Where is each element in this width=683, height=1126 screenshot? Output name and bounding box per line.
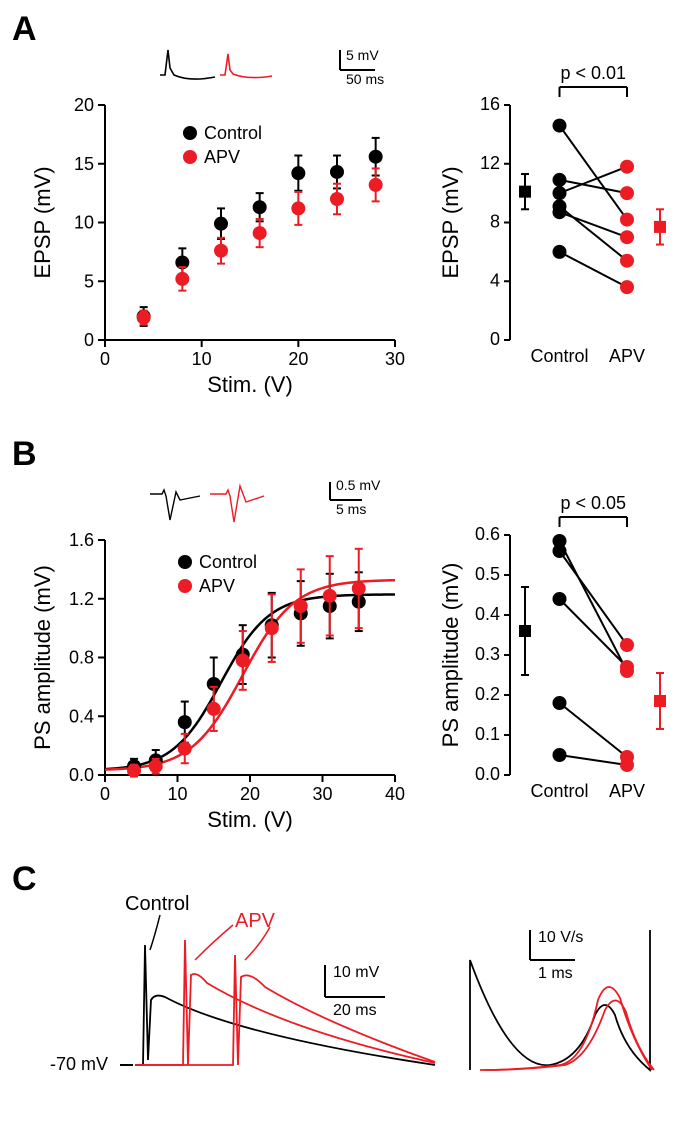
svg-text:APV: APV bbox=[204, 147, 240, 167]
svg-text:20: 20 bbox=[74, 95, 94, 115]
panelA-right: 0 4 8 12 16 EPSP (mV) Control APV p < 0.01 bbox=[438, 63, 666, 366]
svg-text:5: 5 bbox=[84, 271, 94, 291]
svg-text:Control: Control bbox=[204, 123, 262, 143]
svg-text:40: 40 bbox=[385, 784, 405, 804]
svg-text:30: 30 bbox=[385, 349, 405, 369]
svg-text:10: 10 bbox=[192, 349, 212, 369]
svg-text:1 ms: 1 ms bbox=[538, 965, 573, 982]
svg-text:0.0: 0.0 bbox=[69, 765, 94, 785]
svg-text:0: 0 bbox=[84, 330, 94, 350]
svg-text:0: 0 bbox=[490, 329, 500, 349]
svg-text:0.4: 0.4 bbox=[475, 604, 500, 624]
svg-text:A: A bbox=[12, 10, 37, 48]
svg-text:20: 20 bbox=[240, 784, 260, 804]
svg-text:EPSP (mV): EPSP (mV) bbox=[438, 166, 463, 278]
svg-text:APV: APV bbox=[199, 576, 235, 596]
svg-text:10 mV: 10 mV bbox=[333, 964, 380, 981]
svg-text:p < 0.01: p < 0.01 bbox=[560, 63, 626, 83]
svg-text:PS amplitude (mV): PS amplitude (mV) bbox=[30, 565, 55, 750]
svg-text:10 V/s: 10 V/s bbox=[538, 929, 583, 946]
svg-text:EPSP (mV): EPSP (mV) bbox=[30, 166, 55, 278]
svg-text:0.4: 0.4 bbox=[69, 706, 94, 726]
svg-text:0: 0 bbox=[100, 784, 110, 804]
svg-text:0: 0 bbox=[100, 349, 110, 369]
svg-text:10: 10 bbox=[74, 213, 94, 233]
svg-text:C: C bbox=[12, 860, 37, 898]
panelB-left: 0 10 20 30 40 0.0 0.4 0.8 1.2 1.6 Stim. (V) PS ampl… bbox=[30, 477, 405, 832]
svg-text:Stim. (V): Stim. (V) bbox=[207, 372, 293, 397]
svg-text:20 ms: 20 ms bbox=[333, 1002, 377, 1019]
svg-text:Control: Control bbox=[530, 346, 588, 366]
svg-text:50 ms: 50 ms bbox=[346, 71, 384, 87]
panelC-right: 10 V/s 1 ms bbox=[470, 929, 654, 1070]
panelB-right: 0.0 0.1 0.2 0.3 0.4 0.5 0.6 PS amplitude (mV) Co… bbox=[438, 493, 666, 801]
svg-text:p < 0.05: p < 0.05 bbox=[560, 493, 626, 513]
svg-text:30: 30 bbox=[312, 784, 332, 804]
svg-text:4: 4 bbox=[490, 270, 500, 290]
svg-text:1.2: 1.2 bbox=[69, 589, 94, 609]
svg-text:0.0: 0.0 bbox=[475, 764, 500, 784]
svg-text:APV: APV bbox=[609, 781, 645, 801]
svg-text:APV: APV bbox=[609, 346, 645, 366]
svg-text:Control: Control bbox=[199, 552, 257, 572]
svg-text:1.6: 1.6 bbox=[69, 530, 94, 550]
svg-text:Stim. (V): Stim. (V) bbox=[207, 807, 293, 832]
svg-text:8: 8 bbox=[490, 212, 500, 232]
svg-text:10: 10 bbox=[167, 784, 187, 804]
svg-text:20: 20 bbox=[288, 349, 308, 369]
svg-text:Control: Control bbox=[530, 781, 588, 801]
svg-text:12: 12 bbox=[480, 153, 500, 173]
svg-text:16: 16 bbox=[480, 94, 500, 114]
svg-text:0.1: 0.1 bbox=[475, 724, 500, 744]
svg-text:5 ms: 5 ms bbox=[336, 501, 366, 517]
svg-text:-70 mV: -70 mV bbox=[50, 1054, 108, 1074]
svg-text:0.2: 0.2 bbox=[475, 684, 500, 704]
svg-text:0.5: 0.5 bbox=[475, 564, 500, 584]
panelC-left: -70 mVControlAPV10 mV20 ms bbox=[50, 893, 435, 1074]
svg-text:PS amplitude (mV): PS amplitude (mV) bbox=[438, 563, 463, 748]
svg-text:B: B bbox=[12, 435, 37, 473]
svg-text:Control: Control bbox=[125, 893, 189, 915]
svg-text:0.5 mV: 0.5 mV bbox=[336, 477, 381, 493]
panelA-left: 0 10 20 30 0 5 10 15 20 Stim. (V) EPSP (mV) Control… bbox=[30, 47, 405, 397]
svg-text:0.3: 0.3 bbox=[475, 644, 500, 664]
svg-text:0.8: 0.8 bbox=[69, 648, 94, 668]
svg-text:15: 15 bbox=[74, 154, 94, 174]
svg-text:5 mV: 5 mV bbox=[346, 47, 379, 63]
svg-text:0.6: 0.6 bbox=[475, 524, 500, 544]
